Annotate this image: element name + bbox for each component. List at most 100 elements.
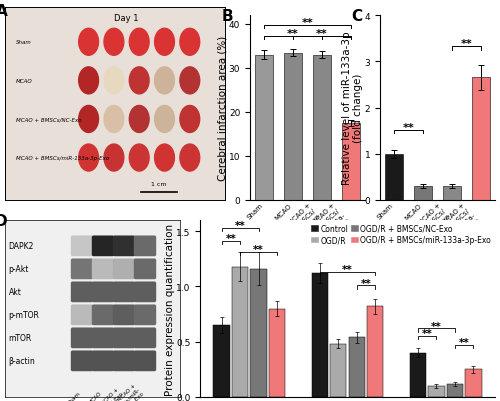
Text: β-actin: β-actin bbox=[8, 356, 35, 365]
Bar bbox=[472, 78, 490, 200]
Ellipse shape bbox=[154, 68, 174, 95]
FancyBboxPatch shape bbox=[71, 282, 93, 302]
FancyBboxPatch shape bbox=[92, 328, 114, 348]
Ellipse shape bbox=[78, 29, 98, 56]
Y-axis label: Relative level of miR-133a-3p
(fold change): Relative level of miR-133a-3p (fold chan… bbox=[342, 32, 363, 185]
Text: **: ** bbox=[316, 29, 328, 39]
Bar bbox=[214, 325, 230, 397]
Text: **: ** bbox=[287, 29, 299, 39]
Bar bbox=[466, 369, 481, 397]
Text: **: ** bbox=[360, 278, 372, 288]
Text: Day 1: Day 1 bbox=[114, 14, 138, 23]
Text: A: A bbox=[0, 4, 8, 19]
FancyBboxPatch shape bbox=[134, 350, 156, 371]
Bar bbox=[269, 309, 285, 397]
Bar bbox=[250, 269, 266, 397]
Bar bbox=[348, 337, 365, 397]
Ellipse shape bbox=[104, 145, 124, 172]
Bar bbox=[330, 344, 346, 397]
Ellipse shape bbox=[180, 106, 200, 133]
Bar bbox=[447, 384, 463, 397]
FancyBboxPatch shape bbox=[71, 305, 93, 326]
Text: **: ** bbox=[302, 18, 314, 28]
Ellipse shape bbox=[180, 145, 200, 172]
Bar bbox=[414, 187, 432, 200]
Ellipse shape bbox=[154, 145, 174, 172]
Text: C: C bbox=[351, 9, 362, 24]
FancyBboxPatch shape bbox=[71, 328, 93, 348]
Text: Akt: Akt bbox=[8, 288, 22, 296]
Text: **: ** bbox=[402, 122, 414, 132]
Text: MCAO: MCAO bbox=[16, 79, 33, 84]
Text: 1 cm: 1 cm bbox=[151, 182, 167, 187]
Bar bbox=[385, 154, 402, 200]
Ellipse shape bbox=[130, 106, 149, 133]
FancyBboxPatch shape bbox=[92, 259, 114, 279]
Text: **: ** bbox=[460, 39, 472, 49]
Text: **: ** bbox=[422, 328, 432, 338]
Bar bbox=[284, 53, 302, 200]
Text: MCAO: MCAO bbox=[88, 390, 103, 401]
Text: MCAO +
BMSCs/miR-
133a-3p-Exo: MCAO + BMSCs/miR- 133a-3p-Exo bbox=[108, 382, 145, 401]
Text: p-mTOR: p-mTOR bbox=[8, 310, 40, 320]
Text: **: ** bbox=[253, 245, 264, 255]
Ellipse shape bbox=[130, 145, 149, 172]
FancyBboxPatch shape bbox=[71, 350, 93, 371]
FancyBboxPatch shape bbox=[92, 305, 114, 326]
Text: **: ** bbox=[431, 321, 442, 331]
Text: p-Akt: p-Akt bbox=[8, 265, 29, 273]
FancyBboxPatch shape bbox=[71, 259, 93, 279]
FancyBboxPatch shape bbox=[134, 236, 156, 257]
Text: MCAO + BMSCs/NC-Exo: MCAO + BMSCs/NC-Exo bbox=[16, 117, 82, 122]
Ellipse shape bbox=[180, 29, 200, 56]
Ellipse shape bbox=[180, 68, 200, 95]
Ellipse shape bbox=[104, 68, 124, 95]
Bar bbox=[312, 273, 328, 397]
Ellipse shape bbox=[78, 68, 98, 95]
FancyBboxPatch shape bbox=[113, 350, 135, 371]
FancyBboxPatch shape bbox=[113, 328, 135, 348]
Text: D: D bbox=[0, 213, 7, 229]
Text: **: ** bbox=[342, 265, 353, 275]
Bar bbox=[232, 267, 248, 397]
Text: Sham: Sham bbox=[67, 390, 82, 401]
FancyBboxPatch shape bbox=[134, 282, 156, 302]
Ellipse shape bbox=[104, 29, 124, 56]
FancyBboxPatch shape bbox=[134, 305, 156, 326]
Bar bbox=[444, 187, 460, 200]
Y-axis label: Protein expression quantification: Protein expression quantification bbox=[164, 223, 174, 395]
Legend: Control, OGD/R, OGD/R + BMSCs/NC-Exo, OGD/R + BMSCs/miR-133a-3p-Exo: Control, OGD/R, OGD/R + BMSCs/NC-Exo, OG… bbox=[308, 221, 494, 248]
FancyBboxPatch shape bbox=[134, 259, 156, 279]
FancyBboxPatch shape bbox=[92, 350, 114, 371]
Text: mTOR: mTOR bbox=[8, 333, 32, 342]
FancyBboxPatch shape bbox=[113, 305, 135, 326]
FancyBboxPatch shape bbox=[92, 236, 114, 257]
Ellipse shape bbox=[78, 145, 98, 172]
Ellipse shape bbox=[104, 106, 124, 133]
Text: Sham: Sham bbox=[16, 40, 32, 45]
Text: **: ** bbox=[234, 221, 246, 231]
Ellipse shape bbox=[130, 29, 149, 56]
Ellipse shape bbox=[78, 106, 98, 133]
Ellipse shape bbox=[154, 106, 174, 133]
Bar bbox=[428, 386, 444, 397]
Text: B: B bbox=[221, 9, 233, 24]
Text: **: ** bbox=[459, 337, 469, 347]
Text: MCAO +
BMSCs/NC-Exo: MCAO + BMSCs/NC-Exo bbox=[88, 386, 124, 401]
FancyBboxPatch shape bbox=[71, 236, 93, 257]
Bar bbox=[410, 353, 426, 397]
Ellipse shape bbox=[154, 29, 174, 56]
Text: MCAO + BMSCs/miR-133a-3p-Exo: MCAO + BMSCs/miR-133a-3p-Exo bbox=[16, 156, 109, 161]
FancyBboxPatch shape bbox=[113, 282, 135, 302]
FancyBboxPatch shape bbox=[92, 282, 114, 302]
Bar bbox=[367, 306, 384, 397]
Text: **: ** bbox=[226, 234, 236, 244]
Bar bbox=[314, 56, 330, 200]
Y-axis label: Cerebral infarction area (%): Cerebral infarction area (%) bbox=[218, 36, 228, 181]
Text: DAPK2: DAPK2 bbox=[8, 242, 34, 251]
FancyBboxPatch shape bbox=[113, 259, 135, 279]
FancyBboxPatch shape bbox=[134, 328, 156, 348]
FancyBboxPatch shape bbox=[113, 236, 135, 257]
Bar bbox=[342, 124, 360, 200]
Bar bbox=[255, 56, 272, 200]
